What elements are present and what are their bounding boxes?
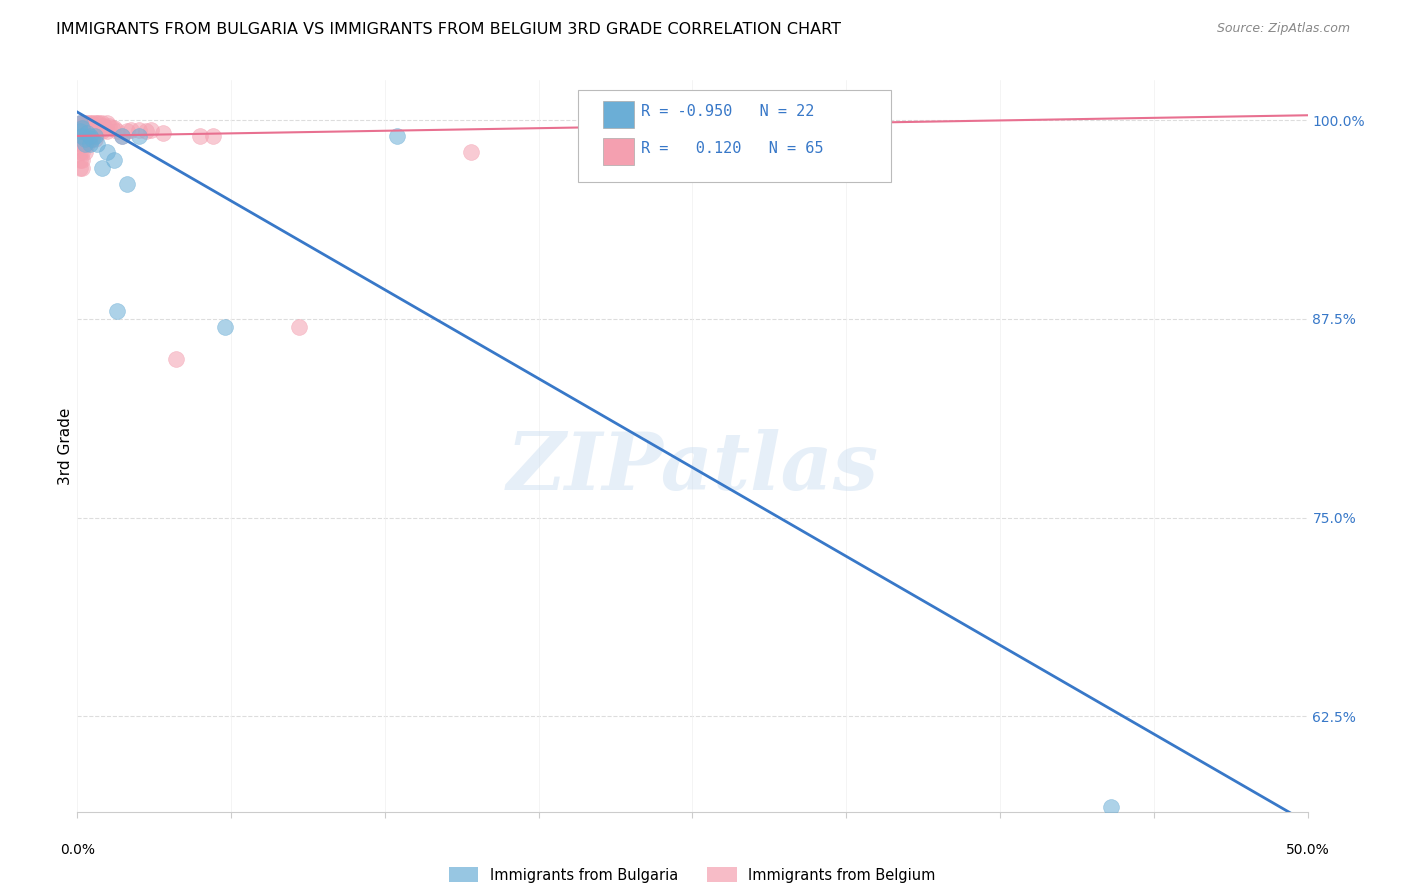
Point <box>111 128 132 143</box>
Point <box>1099 800 1122 814</box>
Point <box>70 120 93 135</box>
Point <box>82 128 104 143</box>
Point <box>96 145 118 159</box>
Point <box>70 126 93 140</box>
Point <box>387 128 409 143</box>
Point <box>76 116 98 130</box>
Point <box>682 136 704 151</box>
Point <box>201 128 224 143</box>
Point <box>70 161 93 175</box>
Point <box>83 132 105 146</box>
Point <box>214 319 236 334</box>
Point <box>89 124 111 138</box>
Point <box>82 120 104 135</box>
Point <box>86 136 108 151</box>
Point <box>73 128 96 143</box>
Point <box>73 116 96 130</box>
Point <box>69 120 91 135</box>
Point <box>105 124 128 138</box>
Point <box>76 120 98 135</box>
Point <box>128 128 150 143</box>
Point <box>69 124 91 138</box>
Point <box>93 120 115 134</box>
Point <box>76 126 98 140</box>
Point <box>101 120 124 135</box>
Y-axis label: 3rd Grade: 3rd Grade <box>58 408 73 484</box>
Text: ZIPatlas: ZIPatlas <box>506 429 879 507</box>
Point <box>73 120 96 135</box>
Point <box>76 126 98 140</box>
Point <box>86 116 108 130</box>
Point <box>79 126 101 140</box>
Point <box>83 128 105 143</box>
Point <box>70 136 93 151</box>
Point <box>98 120 121 134</box>
Point <box>115 124 138 138</box>
Point <box>90 124 114 138</box>
Text: Source: ZipAtlas.com: Source: ZipAtlas.com <box>1216 22 1350 36</box>
Point <box>70 128 93 143</box>
Point <box>607 128 630 143</box>
Legend: Immigrants from Bulgaria, Immigrants from Belgium: Immigrants from Bulgaria, Immigrants fro… <box>443 862 942 888</box>
Point <box>70 128 93 143</box>
Point <box>82 116 104 130</box>
Point <box>69 161 91 175</box>
Point <box>121 122 143 136</box>
Point <box>73 145 96 159</box>
Point <box>86 124 108 138</box>
Point <box>69 128 91 143</box>
Point <box>73 132 96 146</box>
Point <box>152 126 174 140</box>
Point <box>79 132 101 146</box>
Point <box>103 120 125 135</box>
Point <box>79 120 101 135</box>
Point <box>69 153 91 167</box>
Point <box>73 136 96 151</box>
Point <box>460 145 482 159</box>
Point <box>288 319 311 334</box>
Point <box>69 126 91 140</box>
Point <box>83 116 105 130</box>
Point <box>103 153 125 167</box>
Point <box>780 136 803 151</box>
Point <box>69 145 91 159</box>
Point <box>79 116 101 130</box>
Text: 50.0%: 50.0% <box>1285 843 1330 857</box>
Point <box>79 128 101 143</box>
Point <box>105 303 128 318</box>
Point <box>165 351 187 366</box>
Point <box>73 126 96 140</box>
Point <box>90 161 114 175</box>
Point <box>76 132 98 146</box>
Point <box>111 128 132 143</box>
Point <box>83 124 105 138</box>
Point <box>82 132 104 146</box>
Point <box>96 124 118 138</box>
Point <box>70 116 93 130</box>
Point <box>70 145 93 159</box>
Point <box>141 122 163 136</box>
Point <box>73 136 96 151</box>
Point <box>70 120 93 135</box>
Text: R =   0.120   N = 65: R = 0.120 N = 65 <box>641 142 824 156</box>
Point <box>90 116 114 130</box>
Point <box>76 136 98 151</box>
Point <box>190 128 212 143</box>
Point <box>96 116 118 130</box>
Point <box>69 136 91 151</box>
Point <box>70 153 93 167</box>
Point <box>135 124 157 138</box>
Point <box>115 177 138 191</box>
Point <box>79 136 101 151</box>
Point <box>69 116 91 130</box>
Point <box>89 116 111 130</box>
Text: IMMIGRANTS FROM BULGARIA VS IMMIGRANTS FROM BELGIUM 3RD GRADE CORRELATION CHART: IMMIGRANTS FROM BULGARIA VS IMMIGRANTS F… <box>56 22 841 37</box>
Text: 0.0%: 0.0% <box>60 843 94 857</box>
Point <box>69 116 91 130</box>
Point <box>128 122 150 136</box>
Text: R = -0.950   N = 22: R = -0.950 N = 22 <box>641 104 814 119</box>
